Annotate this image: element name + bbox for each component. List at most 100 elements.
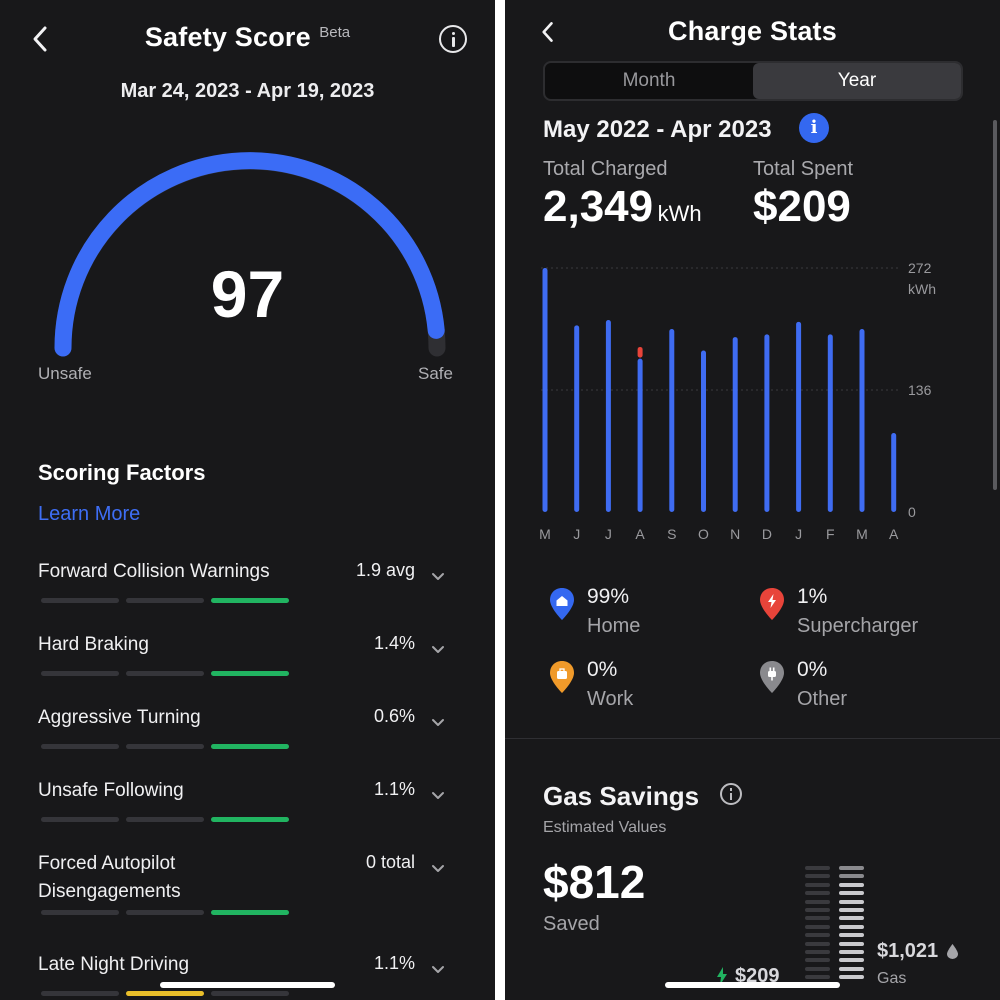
gas-meter-tick bbox=[839, 899, 864, 904]
factor-bar-segment bbox=[126, 671, 204, 676]
scrollbar[interactable] bbox=[993, 120, 997, 490]
droplet-icon bbox=[947, 944, 958, 959]
chevron-down-icon[interactable] bbox=[431, 715, 445, 726]
gas-meter-tick bbox=[839, 966, 864, 971]
gas-meter-tick bbox=[839, 916, 864, 921]
factor-bar-segment bbox=[41, 991, 119, 996]
bar-home[interactable] bbox=[605, 320, 611, 512]
factor-row[interactable]: Aggressive Turning 0.6% bbox=[0, 704, 495, 764]
bar-home[interactable] bbox=[574, 325, 580, 512]
total-charged-label: Total Charged bbox=[543, 158, 668, 180]
factor-row[interactable]: Forward Collision Warnings 1.9 avg bbox=[0, 558, 495, 618]
bar-home[interactable] bbox=[732, 337, 738, 512]
gas-meter-tick bbox=[839, 941, 864, 946]
bar-home[interactable] bbox=[764, 334, 770, 512]
gas-meter-tick bbox=[839, 882, 864, 887]
factor-value: 1.1% bbox=[373, 779, 415, 799]
location-percent: 0% bbox=[587, 658, 618, 681]
bar-home[interactable] bbox=[669, 329, 675, 512]
electric-meter-tick bbox=[805, 899, 830, 904]
learn-more-link[interactable]: Learn More bbox=[38, 503, 141, 525]
beta-badge: Beta bbox=[319, 24, 351, 41]
factor-bar-segment bbox=[211, 817, 289, 822]
location-name: Home bbox=[587, 615, 641, 637]
chevron-down-icon[interactable] bbox=[431, 569, 445, 580]
x-tick-label: M bbox=[856, 526, 868, 542]
total-charged-value: 2,349 bbox=[543, 182, 654, 231]
gas-meter-tick bbox=[839, 891, 864, 896]
electric-meter-tick bbox=[805, 966, 830, 971]
location-name: Work bbox=[587, 688, 634, 710]
factor-row[interactable]: Unsafe Following 1.1% bbox=[0, 777, 495, 837]
factor-row[interactable]: Hard Braking 1.4% bbox=[0, 631, 495, 691]
factor-row[interactable]: Forced Autopilot Disengagements 0 total bbox=[0, 850, 495, 915]
electric-meter-tick bbox=[805, 950, 830, 954]
bar-home[interactable] bbox=[796, 321, 802, 512]
section-divider bbox=[505, 738, 1000, 739]
briefcase-icon bbox=[549, 660, 575, 694]
gas-cost-value: $1,021 bbox=[877, 940, 939, 962]
info-icon[interactable]: i bbox=[799, 113, 829, 143]
back-chevron-icon[interactable] bbox=[535, 19, 561, 45]
bar-home[interactable] bbox=[701, 350, 706, 512]
electric-meter-tick bbox=[805, 874, 830, 879]
bolt-icon bbox=[759, 587, 785, 621]
charge-stats-screen: Charge Stats Month Year May 2022 - Apr 2… bbox=[505, 0, 1000, 1000]
bolt-icon bbox=[716, 967, 728, 985]
saved-label: Saved bbox=[543, 913, 600, 935]
factor-bar-segment bbox=[211, 744, 289, 749]
page-title: Charge Stats bbox=[668, 16, 837, 46]
tab-year[interactable]: Year bbox=[753, 63, 961, 99]
bar-home[interactable] bbox=[859, 329, 865, 512]
location-percent: 0% bbox=[797, 658, 828, 681]
electric-meter-tick bbox=[805, 882, 830, 887]
gauge-max-label: Safe bbox=[418, 364, 453, 383]
location-percent: 1% bbox=[797, 585, 828, 608]
x-tick-label: O bbox=[698, 526, 709, 542]
chevron-down-icon[interactable] bbox=[431, 788, 445, 799]
factor-label: Late Night Driving bbox=[38, 954, 190, 975]
gas-meter-tick bbox=[839, 975, 864, 980]
bar-supercharger[interactable] bbox=[637, 346, 643, 358]
gas-info-icon[interactable] bbox=[720, 783, 742, 805]
location-name: Other bbox=[797, 688, 848, 710]
home-indicator[interactable] bbox=[665, 982, 840, 988]
scoring-factors-heading: Scoring Factors bbox=[38, 460, 206, 485]
factor-bar-segment bbox=[41, 671, 119, 676]
bar-home[interactable] bbox=[637, 358, 643, 512]
gas-label: Gas bbox=[877, 970, 907, 987]
factor-bar-segment bbox=[41, 817, 119, 822]
electric-meter-tick bbox=[805, 908, 830, 912]
electric-meter-tick bbox=[805, 891, 830, 896]
home-indicator[interactable] bbox=[160, 982, 335, 988]
x-tick-label: J bbox=[795, 526, 802, 542]
chevron-down-icon[interactable] bbox=[431, 861, 445, 872]
factor-label: Aggressive Turning bbox=[38, 707, 201, 728]
electric-meter-tick bbox=[805, 866, 830, 870]
factor-row[interactable]: Late Night Driving 1.1% bbox=[0, 951, 495, 1000]
gauge-fill bbox=[54, 152, 445, 357]
factor-bar-segment bbox=[211, 671, 289, 676]
y-tick-label: 0 bbox=[908, 504, 916, 520]
electric-meter-tick bbox=[805, 958, 830, 963]
electric-meter-tick bbox=[805, 924, 830, 929]
gas-savings-heading: Gas Savings bbox=[543, 781, 700, 811]
safety-gauge bbox=[54, 152, 446, 357]
factor-bar-segment bbox=[41, 910, 119, 915]
bar-home[interactable] bbox=[827, 334, 833, 512]
factor-label: Unsafe Following bbox=[38, 780, 184, 801]
x-tick-label: J bbox=[605, 526, 612, 542]
back-chevron-icon[interactable] bbox=[26, 24, 56, 54]
chevron-down-icon[interactable] bbox=[431, 962, 445, 973]
page-title: Safety Score bbox=[144, 22, 311, 52]
total-spent-value: $209 bbox=[753, 182, 851, 231]
info-icon[interactable] bbox=[439, 25, 467, 53]
electric-meter-tick bbox=[805, 933, 830, 938]
chevron-down-icon[interactable] bbox=[431, 642, 445, 653]
bar-home[interactable] bbox=[891, 433, 897, 512]
x-tick-label: J bbox=[573, 526, 580, 542]
bar-home[interactable] bbox=[542, 268, 548, 512]
tab-month[interactable]: Month bbox=[622, 70, 676, 91]
gas-meter-tick bbox=[839, 950, 864, 954]
gas-meter-tick bbox=[839, 908, 864, 912]
